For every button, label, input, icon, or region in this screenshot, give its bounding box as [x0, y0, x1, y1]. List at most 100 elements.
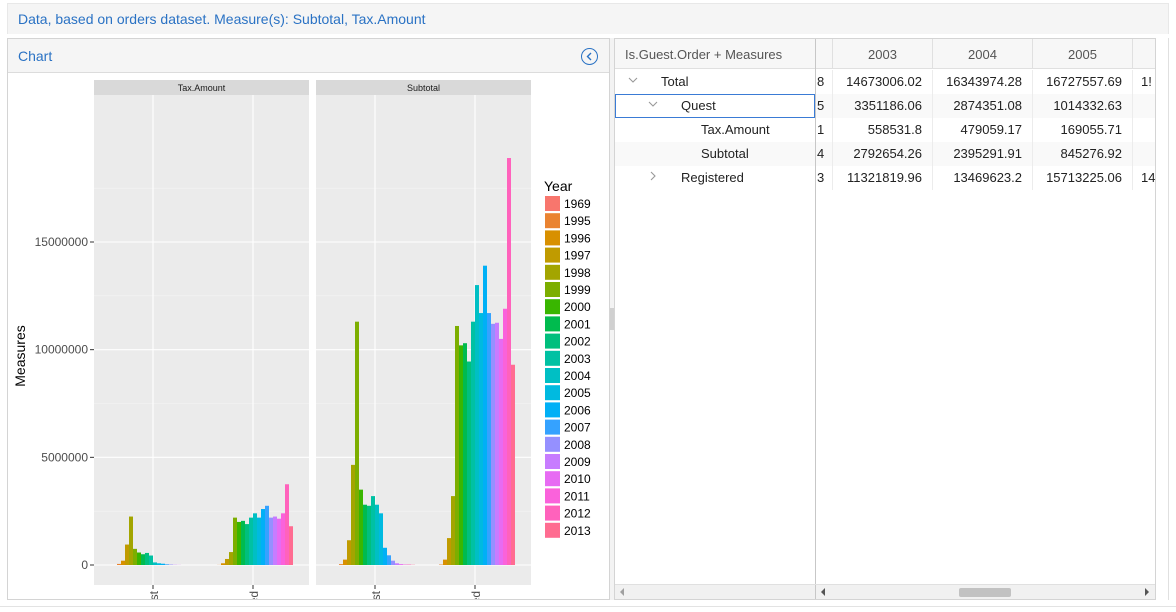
bar	[483, 265, 487, 565]
bar	[375, 504, 379, 565]
pivot-cell[interactable]: 13469623.2	[933, 166, 1033, 190]
x-tick-label: Quest	[147, 590, 161, 599]
bar	[359, 489, 363, 565]
bar	[137, 552, 141, 565]
pivot-corner-label: Is.Guest.Order + Measures	[625, 47, 783, 62]
horizontal-scrollbar[interactable]	[615, 584, 1155, 599]
legend-label: 2004	[564, 369, 591, 383]
pivot-row-header[interactable]: Total	[615, 70, 815, 94]
pivot-cell[interactable]	[1133, 118, 1155, 142]
pivot-cell[interactable]: 15713225.06	[1033, 166, 1133, 190]
bottom-divider	[0, 606, 1176, 607]
pivot-column-header[interactable]: 2003	[833, 39, 933, 69]
legend-swatch	[545, 402, 560, 418]
pivot-row-label: Total	[661, 74, 689, 89]
pivot-cell[interactable]: 8	[816, 70, 833, 94]
pivot-cell[interactable]: 845276.92	[1033, 142, 1133, 166]
bar	[229, 552, 233, 565]
bar	[233, 517, 237, 565]
collapse-chart-button[interactable]	[581, 48, 598, 65]
pivot-cell[interactable]: 2874351.08	[933, 94, 1033, 118]
chevron-left-circle-icon	[586, 52, 592, 61]
bar	[343, 559, 347, 565]
bar	[285, 484, 289, 565]
pivot-row-header[interactable]: Subtotal	[615, 142, 815, 166]
pivot-column-header[interactable]: 2005	[1033, 39, 1133, 69]
pivot-column-header[interactable]	[1133, 39, 1155, 69]
pivot-cell[interactable]: 14	[1133, 166, 1155, 190]
bar	[149, 555, 153, 565]
pivot-cell[interactable]: 1!	[1133, 70, 1155, 94]
panel-splitter[interactable]	[610, 38, 614, 600]
y-tick-label: 0	[81, 558, 88, 572]
pivot-cell[interactable]: 16343974.28	[933, 70, 1033, 94]
chevron-down-icon[interactable]	[647, 98, 659, 110]
pivot-cell[interactable]: 5	[816, 94, 833, 118]
scroll-right-icon[interactable]	[1145, 588, 1149, 596]
chevron-down-icon[interactable]	[627, 74, 639, 86]
pivot-cell[interactable]: 4	[816, 142, 833, 166]
bar	[367, 505, 371, 565]
pivot-cell[interactable]: 1	[816, 118, 833, 142]
legend-label: 2013	[564, 524, 591, 538]
legend-swatch	[545, 471, 560, 487]
pivot-row-header[interactable]: Registered	[615, 166, 815, 190]
pivot-cell[interactable]	[1133, 142, 1155, 166]
pivot-cell[interactable]: 3	[816, 166, 833, 190]
bar	[383, 547, 387, 565]
legend-swatch	[545, 333, 560, 349]
pivot-cell[interactable]	[1133, 94, 1155, 118]
pivot-cell[interactable]: 169055.71	[1033, 118, 1133, 142]
bar	[261, 509, 265, 565]
bar	[289, 526, 293, 565]
bar	[165, 564, 169, 565]
scrollbar-thumb[interactable]	[959, 588, 1011, 597]
pivot-column-header[interactable]: 2004	[933, 39, 1033, 69]
right-gutter	[1156, 38, 1169, 600]
bar	[129, 516, 133, 565]
chevron-stroke	[628, 77, 638, 83]
bar	[455, 325, 459, 565]
pivot-row-header[interactable]: Tax.Amount	[615, 118, 815, 142]
y-tick-label: 5000000	[41, 450, 88, 464]
splitter-grip[interactable]	[610, 308, 614, 330]
legend-swatch	[545, 505, 560, 521]
pivot-table: Is.Guest.Order + Measures Total Quest Tax.…	[614, 38, 1156, 600]
legend-label: 2012	[564, 507, 591, 521]
y-axis-label: Measures	[12, 325, 28, 386]
pivot-cell[interactable]: 2792654.26	[833, 142, 933, 166]
bar	[157, 563, 161, 565]
legend-swatch	[545, 522, 560, 538]
legend-swatch	[545, 247, 560, 263]
bar	[463, 343, 467, 565]
bar	[379, 513, 383, 565]
pivot-row-label: Registered	[681, 170, 744, 185]
facet-strip-label: Subtotal	[407, 83, 440, 93]
pivot-cell[interactable]: 479059.17	[933, 118, 1033, 142]
pivot-data-area: 2003 2004 2005 8 14673006.02 16343974.28 16727…	[816, 39, 1155, 584]
chevron-right-icon[interactable]	[647, 170, 659, 182]
bar	[395, 563, 399, 565]
bar	[125, 544, 129, 565]
pivot-cell[interactable]: 11321819.96	[833, 166, 933, 190]
bar	[277, 518, 281, 565]
y-tick-label: 15000000	[35, 235, 89, 249]
pivot-cell[interactable]: 16727557.69	[1033, 70, 1133, 94]
bar	[499, 338, 503, 565]
scroll-left-disabled-icon	[620, 588, 624, 596]
pivot-row-header[interactable]: Quest	[615, 94, 815, 118]
pivot-cell[interactable]: 2395291.91	[933, 142, 1033, 166]
pivot-cell[interactable]: 1014332.63	[1033, 94, 1133, 118]
y-tick-label: 10000000	[35, 343, 89, 357]
legend-label: 2005	[564, 386, 591, 400]
pivot-column-header[interactable]	[816, 39, 833, 69]
bar	[443, 559, 447, 565]
scroll-left-icon[interactable]	[821, 588, 825, 596]
bar	[273, 516, 277, 565]
pivot-cell[interactable]: 558531.8	[833, 118, 933, 142]
legend-label: 2002	[564, 335, 591, 349]
pivot-cell[interactable]: 14673006.02	[833, 70, 933, 94]
legend-swatch	[545, 436, 560, 452]
bar	[141, 554, 145, 565]
pivot-cell[interactable]: 3351186.06	[833, 94, 933, 118]
